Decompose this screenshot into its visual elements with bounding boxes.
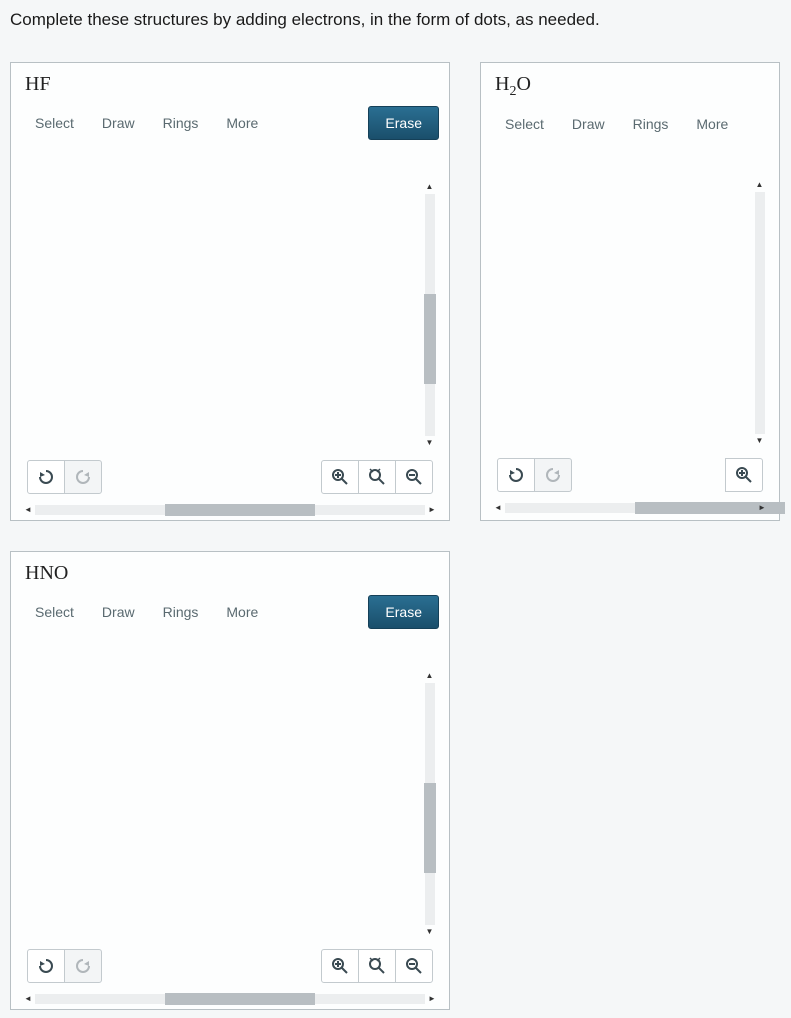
toolbar: SelectDrawRingsMore Erase	[11, 589, 449, 639]
vertical-scrollbar[interactable]: ▲▼	[422, 669, 437, 939]
panel-title: H2O	[481, 63, 779, 104]
drawing-canvas[interactable]: ▲▼	[21, 150, 439, 450]
drawing-canvas[interactable]: ▲▼	[491, 148, 769, 448]
drawing-canvas[interactable]: ▲▼	[21, 639, 439, 939]
vertical-scrollbar[interactable]: ▲▼	[422, 180, 437, 450]
scroll-down-icon[interactable]: ▼	[422, 925, 437, 939]
erase-button[interactable]: Erase	[368, 595, 439, 629]
zoom-in-button[interactable]	[321, 460, 359, 494]
scroll-up-icon[interactable]: ▲	[422, 180, 437, 194]
scroll-thumb[interactable]	[424, 783, 436, 873]
zoom-out-button[interactable]	[395, 460, 433, 494]
zoom-fit-icon	[368, 957, 386, 975]
tab-rings[interactable]: Rings	[149, 109, 213, 137]
redo-button	[534, 458, 572, 492]
scroll-down-icon[interactable]: ▼	[752, 434, 767, 448]
scroll-up-icon[interactable]: ▲	[422, 669, 437, 683]
undo-button[interactable]	[27, 949, 65, 983]
zoom-in-icon	[331, 957, 349, 975]
erase-button[interactable]: Erase	[368, 106, 439, 140]
scroll-right-icon[interactable]: ►	[425, 991, 439, 1007]
toolbar: SelectDrawRingsMore Erase	[11, 100, 449, 150]
panel-title: HF	[11, 63, 449, 100]
editor-panel-hf: HFSelectDrawRingsMoreErase▲▼◄►	[10, 62, 450, 521]
zoom-in-icon	[331, 468, 349, 486]
undo-icon	[37, 957, 55, 975]
editor-panel-h2o: H2OSelectDrawRingsMore▲▼◄►	[480, 62, 780, 521]
tab-select[interactable]: Select	[21, 109, 88, 137]
panel-title: HNO	[11, 552, 449, 589]
zoom-in-button[interactable]	[725, 458, 763, 492]
editor-panel-hno: HNOSelectDrawRingsMoreErase▲▼◄►	[10, 551, 450, 1010]
tab-draw[interactable]: Draw	[88, 598, 149, 626]
scroll-track[interactable]	[755, 192, 765, 434]
scroll-right-icon[interactable]: ►	[425, 502, 439, 518]
redo-icon	[74, 468, 92, 486]
zoom-in-icon	[735, 466, 753, 484]
scroll-left-icon[interactable]: ◄	[21, 991, 35, 1007]
scroll-thumb[interactable]	[424, 294, 436, 384]
tab-more[interactable]: More	[212, 598, 272, 626]
toolbar: SelectDrawRingsMore	[481, 104, 779, 148]
redo-button	[64, 949, 102, 983]
undo-icon	[37, 468, 55, 486]
tab-rings[interactable]: Rings	[149, 598, 213, 626]
undo-button[interactable]	[27, 460, 65, 494]
redo-button	[64, 460, 102, 494]
zoom-fit-button[interactable]	[358, 460, 396, 494]
bottom-controls	[481, 452, 779, 500]
zoom-out-icon	[405, 468, 423, 486]
zoom-fit-button[interactable]	[358, 949, 396, 983]
bottom-controls	[11, 454, 449, 502]
tab-select[interactable]: Select	[21, 598, 88, 626]
redo-icon	[544, 466, 562, 484]
zoom-out-button[interactable]	[395, 949, 433, 983]
tab-select[interactable]: Select	[491, 110, 558, 138]
redo-icon	[74, 957, 92, 975]
tab-more[interactable]: More	[212, 109, 272, 137]
bottom-controls	[11, 943, 449, 991]
tab-rings[interactable]: Rings	[619, 110, 683, 138]
scroll-left-icon[interactable]: ◄	[491, 500, 505, 516]
scroll-down-icon[interactable]: ▼	[422, 436, 437, 450]
tab-draw[interactable]: Draw	[558, 110, 619, 138]
horizontal-scrollbar[interactable]: ◄►	[491, 500, 769, 516]
scroll-up-icon[interactable]: ▲	[752, 178, 767, 192]
zoom-in-button[interactable]	[321, 949, 359, 983]
scroll-right-icon[interactable]: ►	[755, 500, 769, 516]
tab-more[interactable]: More	[682, 110, 742, 138]
zoom-fit-icon	[368, 468, 386, 486]
vertical-scrollbar[interactable]: ▲▼	[752, 178, 767, 448]
horizontal-scrollbar[interactable]: ◄►	[21, 502, 439, 518]
zoom-out-icon	[405, 957, 423, 975]
horizontal-scrollbar[interactable]: ◄►	[21, 991, 439, 1007]
tab-draw[interactable]: Draw	[88, 109, 149, 137]
scroll-thumb[interactable]	[165, 504, 315, 516]
instruction-text: Complete these structures by adding elec…	[10, 8, 781, 32]
scroll-left-icon[interactable]: ◄	[21, 502, 35, 518]
undo-button[interactable]	[497, 458, 535, 492]
undo-icon	[507, 466, 525, 484]
